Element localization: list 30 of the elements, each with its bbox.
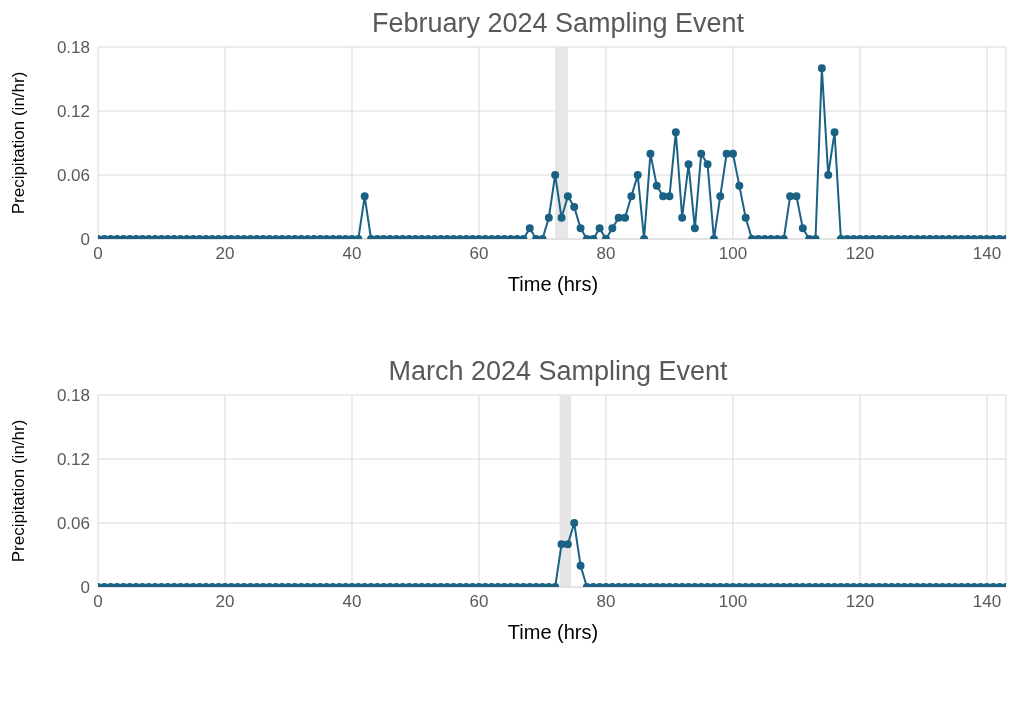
y-axis-title: Precipitation (in/hr) — [9, 419, 29, 563]
y-tick-label: 0.12 — [56, 102, 90, 122]
chart-title: February 2024 Sampling Event — [370, 8, 746, 39]
y-tick-label: 0.06 — [56, 514, 90, 534]
y-tick-label: 0 — [80, 578, 90, 598]
y-tick-label: 0.18 — [56, 386, 90, 406]
x-tick-label: 20 — [215, 244, 235, 264]
x-tick-label: 120 — [845, 592, 875, 612]
y-tick-label: 0.18 — [56, 38, 90, 58]
y-axis-title: Precipitation (in/hr) — [9, 71, 29, 215]
x-axis-title: Time (hrs) — [506, 273, 600, 296]
x-tick-label: 60 — [469, 244, 489, 264]
x-tick-label: 80 — [596, 592, 616, 612]
x-tick-label: 120 — [845, 244, 875, 264]
x-tick-label: 80 — [596, 244, 616, 264]
x-tick-label: 140 — [972, 244, 1002, 264]
x-tick-label: 40 — [342, 592, 362, 612]
y-tick-label: 0.12 — [56, 450, 90, 470]
x-tick-label: 60 — [469, 592, 489, 612]
x-tick-label: 100 — [718, 244, 748, 264]
x-tick-label: 20 — [215, 592, 235, 612]
x-tick-label: 0 — [93, 592, 103, 612]
y-tick-label: 0.06 — [56, 166, 90, 186]
x-axis-title: Time (hrs) — [506, 621, 600, 644]
chart-title: March 2024 Sampling Event — [387, 356, 729, 387]
x-tick-label: 100 — [718, 592, 748, 612]
x-tick-label: 0 — [93, 244, 103, 264]
x-tick-label: 140 — [972, 592, 1002, 612]
x-tick-label: 40 — [342, 244, 362, 264]
y-tick-label: 0 — [80, 230, 90, 250]
